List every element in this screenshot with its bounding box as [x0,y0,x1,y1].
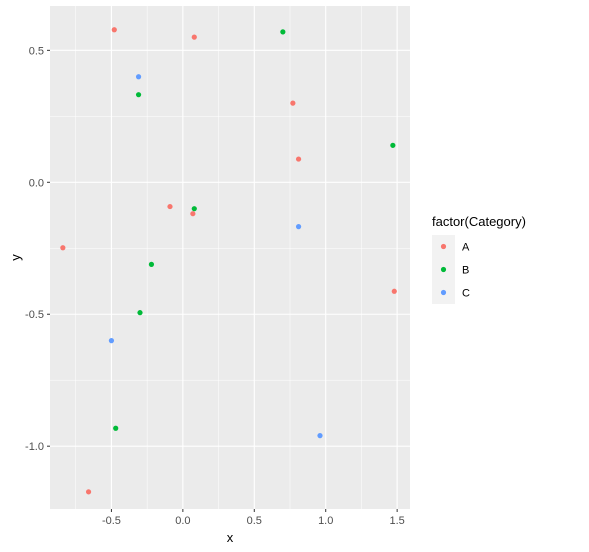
y-tick-label: 0.0 [29,177,44,189]
y-tick-label: 0.5 [29,45,44,57]
point-c [135,74,142,80]
legend-label-a: A [462,242,470,254]
point-c [295,224,302,230]
point-b [113,425,119,431]
point-a [391,288,397,294]
legend-key-b [440,266,447,273]
point-a [290,100,296,106]
y-tick-label: -0.5 [25,309,44,321]
major-gridlines [50,6,410,509]
y-tick-label: -1.0 [25,441,44,453]
point-b [137,310,143,316]
point-b [148,261,155,267]
point-b [390,142,396,148]
point-a [167,203,173,210]
data-points [60,27,397,495]
legend-title: factor(Category) [432,214,526,229]
x-tick-label: 1.5 [389,515,404,527]
point-b [280,29,286,35]
x-tick-label: 0.5 [247,515,262,527]
legend-label-c: C [462,288,470,300]
y-axis-title: y [8,254,23,261]
point-a [111,27,117,33]
x-axis: -0.5 0.0 0.5 1.0 1.5 [102,509,405,527]
point-b [135,92,142,98]
x-tick-label: -0.5 [102,515,121,527]
x-tick-label: 0.0 [175,515,190,527]
point-a [85,489,92,495]
minor-gridlines [50,6,410,509]
legend: factor(Category) ABC [432,214,526,304]
point-c [108,338,115,344]
legend-key-c [440,289,447,296]
point-a [191,34,197,40]
y-axis: -1.0 -0.5 0.0 0.5 [25,45,50,453]
point-a [295,156,302,162]
x-axis-title: x [227,530,234,545]
point-a [190,211,196,217]
point-a [60,245,66,251]
legend-items: ABC [440,242,470,300]
point-c [317,433,323,439]
legend-label-b: B [462,265,469,277]
point-b [191,206,197,212]
plot-panel [50,6,410,509]
legend-key-a [440,243,447,250]
x-tick-label: 1.0 [318,515,333,527]
